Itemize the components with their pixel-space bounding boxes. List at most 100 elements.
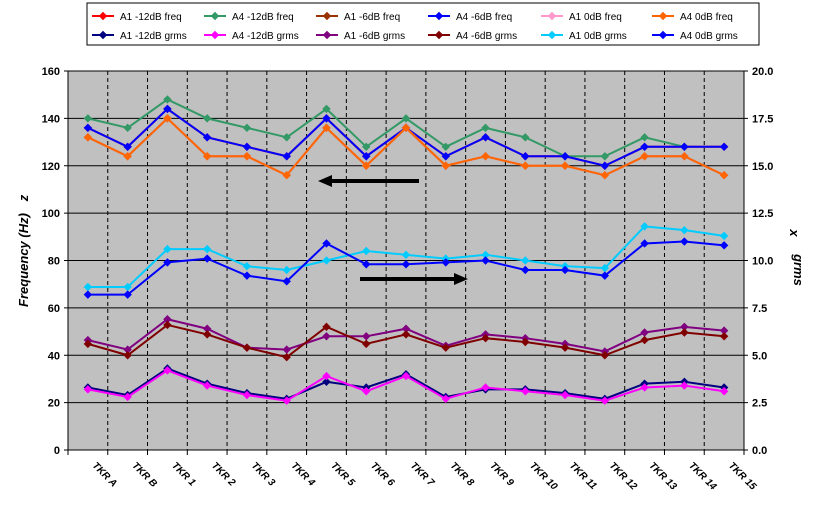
legend-label: A4 0dB grms [680, 31, 738, 42]
data-point [322, 239, 331, 248]
data-point [282, 152, 291, 161]
data-point [202, 152, 212, 161]
data-point [322, 377, 331, 386]
data-point [441, 394, 450, 404]
x-tick-label: TKR 3 [249, 460, 278, 489]
data-point [282, 265, 291, 275]
x-tick-label: TKR 12 [607, 460, 639, 492]
data-point [560, 343, 570, 352]
x-tick-label: TKR 11 [567, 460, 599, 492]
legend-label: A1 -6dB grms [344, 31, 405, 42]
data-point [163, 104, 172, 114]
data-point [680, 142, 689, 152]
data-point [163, 244, 172, 254]
data-point [242, 271, 252, 280]
data-point [401, 371, 411, 381]
data-point [83, 385, 93, 394]
data-point [163, 366, 172, 375]
legend-item: A1 -6dB grms [316, 30, 405, 42]
y-tick-label: 160 [42, 66, 60, 78]
data-point [83, 123, 93, 133]
data-point [202, 133, 212, 142]
y2-tick-label: 0.0 [752, 445, 767, 457]
data-point [322, 11, 332, 21]
data-point [680, 225, 689, 235]
data-point [481, 152, 490, 161]
x-tick-label: TKR 4 [289, 460, 318, 489]
data-point [83, 290, 93, 299]
data-point [719, 142, 729, 152]
data-point [680, 381, 689, 390]
data-point [719, 171, 729, 180]
x-tick-label: TKR 2 [209, 460, 238, 489]
data-point [123, 392, 132, 402]
x-tick-label: TKR 10 [527, 460, 559, 492]
data-point [322, 114, 331, 123]
data-point [202, 244, 212, 254]
data-point [282, 133, 291, 142]
data-point [202, 330, 212, 339]
series-a1-0db-grms [83, 222, 729, 292]
data-point [163, 258, 172, 267]
data-point [640, 335, 649, 345]
legend-label: A4 -6dB grms [456, 31, 517, 42]
data-point [362, 161, 371, 170]
data-point [521, 337, 530, 347]
data-point [640, 142, 649, 152]
data-point [441, 142, 450, 152]
legend-item: A4 0dB freq [652, 11, 733, 23]
x-tick-label: TKR 5 [328, 460, 357, 489]
data-point [600, 152, 610, 161]
data-point [521, 256, 530, 265]
y-tick-label: 0 [54, 445, 60, 457]
data-point [322, 371, 331, 381]
data-point [719, 387, 729, 396]
x-tick-label: TKR 7 [408, 460, 437, 489]
data-point [210, 11, 220, 21]
data-point [242, 152, 252, 161]
y2-tick-label: 2.5 [752, 398, 767, 410]
data-point [481, 123, 490, 133]
data-point [163, 114, 172, 123]
data-point [600, 396, 610, 405]
series-a4-0db-grms [83, 237, 729, 299]
legend-label: A4 -12dB grms [232, 31, 299, 42]
data-point [640, 152, 649, 161]
y-tick-label: 20 [48, 398, 60, 410]
data-point [242, 261, 252, 271]
data-point [282, 396, 291, 405]
legend-item: A4 -12dB freq [204, 11, 294, 23]
data-point [560, 161, 570, 170]
data-point [401, 114, 411, 123]
data-point [521, 387, 530, 396]
data-point [560, 152, 570, 161]
data-point [322, 256, 331, 265]
data-point [521, 133, 530, 142]
data-point [242, 123, 252, 133]
x-tick-label: TKR 6 [368, 460, 397, 489]
inner-label-z: z [16, 194, 31, 202]
x-tick-label: TKR 8 [448, 460, 477, 489]
data-point [719, 241, 729, 250]
data-point [658, 11, 668, 21]
y2-axis-label: grms [791, 253, 806, 286]
legend-label: A1 0dB grms [569, 31, 627, 42]
data-point [83, 339, 93, 349]
data-point [481, 256, 490, 265]
legend-label: A1 -12dB grms [120, 31, 187, 42]
data-point [441, 258, 450, 267]
y2-tick-label: 7.5 [752, 303, 767, 315]
data-point [98, 30, 108, 40]
data-point [680, 152, 689, 161]
y2-tick-label: 10.0 [752, 256, 773, 268]
data-point [123, 142, 132, 152]
series-lines [83, 95, 729, 405]
data-point [658, 30, 668, 40]
x-tick-label: TKR 14 [686, 460, 718, 492]
data-point [719, 231, 729, 241]
inner-label-x: x [787, 228, 802, 237]
data-point [560, 265, 570, 275]
data-point [481, 333, 490, 343]
data-point [362, 387, 371, 396]
